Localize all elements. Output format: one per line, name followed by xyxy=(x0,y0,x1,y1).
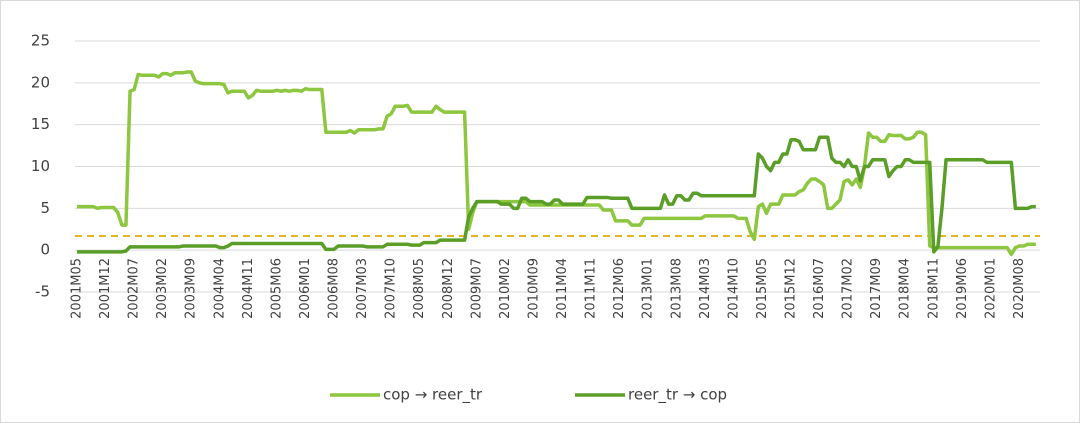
legend-label: cop → reer_tr xyxy=(383,386,483,405)
line-series xyxy=(77,70,1036,257)
y-tick-label: -5 xyxy=(35,283,50,301)
x-tick-label: 2003M02 xyxy=(155,258,170,319)
y-tick-label: 15 xyxy=(31,115,50,133)
x-tick-label: 2002M07 xyxy=(127,258,142,319)
x-tick-label: 2017M02 xyxy=(841,258,856,319)
x-tick-label: 2011M04 xyxy=(555,258,570,319)
x-tick-label: 2011M11 xyxy=(584,258,599,319)
y-tick-label: 0 xyxy=(40,241,50,259)
x-tick-label: 2013M01 xyxy=(641,258,656,319)
x-tick-label: 2006M08 xyxy=(327,258,342,319)
x-tick-label: 2017M09 xyxy=(869,258,884,319)
x-tick-label: 2010M02 xyxy=(498,258,513,319)
x-tick-label: 2018M11 xyxy=(926,258,941,319)
x-tick-label: 2004M11 xyxy=(241,258,256,319)
y-tick-label: 10 xyxy=(31,157,50,175)
x-tick-label: 2005M06 xyxy=(269,258,284,319)
x-tick-label: 2008M12 xyxy=(441,258,456,319)
x-tick-label: 2012M06 xyxy=(612,258,627,319)
x-tick-label: 2007M10 xyxy=(384,258,399,319)
x-tick-label: 2010M09 xyxy=(526,258,541,319)
x-tick-label: 2008M05 xyxy=(412,258,427,319)
x-tick-label: 2014M10 xyxy=(726,258,741,319)
x-tick-label: 2013M08 xyxy=(669,258,684,319)
x-tick-label: 2016M07 xyxy=(812,258,827,319)
x-tick-label: 2020M01 xyxy=(983,258,998,319)
x-tick-label: 2007M03 xyxy=(355,258,370,319)
y-tick-label: 5 xyxy=(40,199,50,217)
y-tick-label: 20 xyxy=(31,73,50,91)
x-tick-label: 2001M05 xyxy=(70,258,85,319)
x-tick-label: 2004M04 xyxy=(212,258,227,319)
x-tick-label: 2015M12 xyxy=(784,258,799,319)
x-tick-label: 2009M07 xyxy=(469,258,484,319)
x-tick-label: 2018M04 xyxy=(898,258,913,319)
line-series xyxy=(77,135,1036,254)
x-tick-label: 2014M03 xyxy=(698,258,713,319)
x-tick-label: 2019M06 xyxy=(955,258,970,319)
x-tick-label: 2001M12 xyxy=(98,258,113,319)
x-tick-label: 2015M05 xyxy=(755,258,770,319)
x-tick-label: 2003M09 xyxy=(184,258,199,319)
legend-label: reer_tr → cop xyxy=(628,386,727,405)
x-tick-label: 2020M08 xyxy=(1012,258,1027,319)
y-tick-label: 25 xyxy=(31,32,50,50)
x-tick-label: 2006M01 xyxy=(298,258,313,319)
